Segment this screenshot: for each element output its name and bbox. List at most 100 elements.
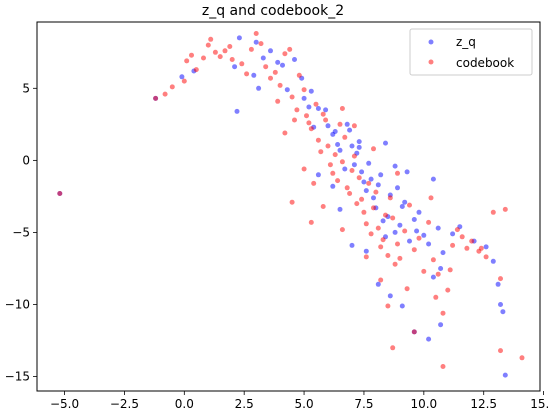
codebook-point	[390, 215, 396, 221]
y-axis: −15 −10 −5 0 5	[5, 81, 37, 384]
codebook-point	[502, 206, 508, 212]
codebook-point	[440, 364, 446, 369]
codebook-point	[282, 130, 288, 136]
z-q-point	[395, 185, 400, 191]
codebook-point	[349, 168, 355, 173]
z-q-point	[430, 274, 436, 280]
codebook-point	[282, 51, 288, 57]
codebook-point	[390, 345, 396, 351]
codebook-point	[325, 143, 331, 149]
codebook-point	[359, 196, 365, 202]
z-q-point	[359, 169, 365, 175]
codebook-point	[339, 227, 345, 233]
z-q-point	[306, 104, 312, 110]
z-q-point	[450, 231, 456, 237]
z-q-point	[407, 238, 412, 244]
z-q-point	[399, 303, 405, 309]
codebook-point	[323, 117, 329, 123]
z-q-point	[344, 121, 350, 127]
codebook-point	[428, 195, 434, 201]
codebook-point	[189, 52, 194, 58]
codebook-point	[498, 276, 503, 282]
z-q-point	[260, 55, 266, 61]
z-q-point	[335, 142, 341, 147]
codebook-point	[411, 329, 417, 335]
legend-label-codebook: codebook	[456, 56, 514, 70]
codebook-point	[347, 191, 353, 196]
points-layer	[57, 31, 525, 378]
codebook-point	[380, 237, 386, 243]
codebook-point	[421, 268, 427, 274]
z-q-point	[356, 144, 362, 150]
z-q-point	[301, 95, 307, 101]
plot-area-frame	[36, 21, 541, 392]
codebook-point	[450, 242, 456, 248]
codebook-point	[361, 209, 367, 215]
z-q-point	[280, 62, 285, 68]
codebook-point	[272, 69, 278, 75]
z-q-point	[392, 229, 398, 235]
x-tick-label: −5.0	[50, 397, 79, 411]
codebook-point	[464, 245, 470, 251]
codebook-point	[478, 245, 484, 251]
z-q-point	[397, 222, 403, 228]
codebook-point	[268, 75, 273, 81]
codebook-point	[498, 348, 503, 354]
z-q-point	[308, 88, 314, 94]
codebook-point	[356, 175, 362, 181]
codebook-point	[184, 58, 190, 64]
x-tick-label: 12.5	[470, 397, 497, 411]
codebook-point	[445, 287, 451, 293]
codebook-point	[248, 46, 254, 52]
chart-title: z_q and codebook_2	[202, 3, 344, 19]
codebook-point	[318, 149, 324, 155]
codebook-point	[222, 48, 228, 54]
codebook-point	[181, 78, 187, 84]
codebook-point	[201, 55, 206, 61]
codebook-point	[363, 254, 369, 260]
y-tick-label: 0	[22, 153, 30, 167]
codebook-point	[404, 286, 410, 292]
z-q-point	[179, 74, 185, 80]
z-q-point	[325, 123, 331, 129]
z-q-point	[349, 143, 355, 149]
codebook-point	[490, 209, 496, 215]
codebook-point	[344, 185, 350, 191]
codebook-point	[258, 41, 264, 47]
z-q-point	[392, 163, 398, 169]
codebook-point	[153, 95, 159, 101]
z-q-point	[399, 204, 405, 209]
codebook-point	[368, 231, 374, 237]
z-q-point	[375, 182, 381, 188]
codebook-point	[263, 64, 269, 70]
z-q-point	[268, 48, 273, 54]
z-q-point	[498, 302, 503, 307]
codebook-point	[378, 277, 384, 283]
z-q-point	[337, 206, 343, 212]
z-q-point	[347, 127, 353, 133]
codebook-point	[287, 46, 293, 52]
codebook-point	[320, 204, 326, 209]
codebook-point	[332, 152, 338, 158]
codebook-point	[371, 146, 376, 152]
z-q-point	[435, 225, 441, 231]
codebook-point	[308, 126, 314, 132]
z-q-point	[351, 162, 357, 168]
codebook-point	[385, 303, 391, 309]
y-tick-label: −15	[5, 370, 30, 384]
codebook-point	[354, 201, 360, 207]
legend-label-z-q: z_q	[456, 35, 476, 49]
codebook-point	[306, 120, 312, 126]
codebook-point	[301, 87, 307, 93]
codebook-point	[217, 54, 223, 60]
codebook-point	[304, 113, 309, 119]
codebook-point	[387, 195, 393, 201]
codebook-point	[327, 162, 333, 168]
z-q-point	[232, 64, 238, 70]
z-q-point	[483, 244, 489, 250]
codebook-point	[519, 355, 525, 361]
codebook-point	[275, 98, 281, 104]
z-q-point	[315, 172, 321, 178]
z-q-point	[363, 248, 369, 254]
